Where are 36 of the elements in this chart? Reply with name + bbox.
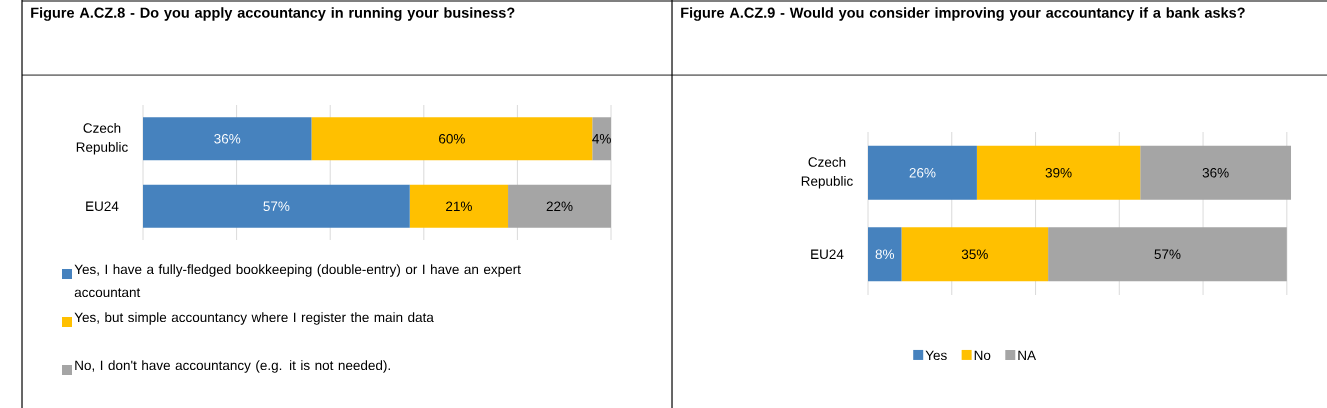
bar bbox=[143, 117, 312, 161]
y-tick-label: Czech Republic bbox=[801, 156, 853, 189]
data-label: 39% bbox=[1045, 167, 1072, 178]
bar bbox=[409, 184, 509, 228]
y-tick-label: EU24 bbox=[811, 249, 844, 260]
y-tick-label: EU24 bbox=[86, 201, 119, 212]
bar bbox=[1140, 145, 1292, 200]
data-label: 57% bbox=[263, 201, 290, 211]
bar bbox=[143, 184, 410, 228]
chart-title: Figure A.CZ.9 - Would you consider improving your accountancy if a bank asks? bbox=[681, 7, 1245, 21]
data-label: 4% bbox=[592, 134, 611, 144]
bar bbox=[508, 184, 612, 228]
bar bbox=[976, 145, 1141, 200]
legend-label: Yes, I have a fully-fledged bookkeeping (double-entry) or I have an expert accountant bbox=[74, 264, 521, 298]
data-label: 21% bbox=[446, 201, 472, 211]
data-label: 35% bbox=[961, 249, 988, 260]
data-label: 22% bbox=[546, 201, 573, 211]
legend-label: Yes bbox=[925, 350, 947, 361]
data-label: 8% bbox=[875, 249, 895, 260]
bar bbox=[1048, 227, 1287, 282]
legend-label: Yes, but simple accountancy where I register the main data bbox=[74, 312, 434, 325]
legend-label: NA bbox=[1018, 350, 1037, 361]
bar bbox=[311, 117, 593, 161]
data-label: 36% bbox=[1202, 167, 1229, 178]
y-tick-label: Czech Republic bbox=[76, 122, 128, 155]
bar bbox=[868, 145, 977, 200]
bar bbox=[901, 227, 1049, 282]
legend-label: No, I don't have accountancy (e.g. it is not needed). bbox=[75, 360, 390, 373]
bar bbox=[868, 227, 902, 282]
data-label: 36% bbox=[214, 133, 241, 144]
chart-title: Figure A.CZ.8 - Do you apply accountancy in running your business? bbox=[31, 7, 515, 21]
legend-label: No bbox=[974, 350, 991, 361]
data-label: 60% bbox=[439, 133, 465, 144]
bar bbox=[592, 117, 612, 161]
data-label: 26% bbox=[909, 167, 936, 178]
data-label: 57% bbox=[1154, 249, 1181, 259]
